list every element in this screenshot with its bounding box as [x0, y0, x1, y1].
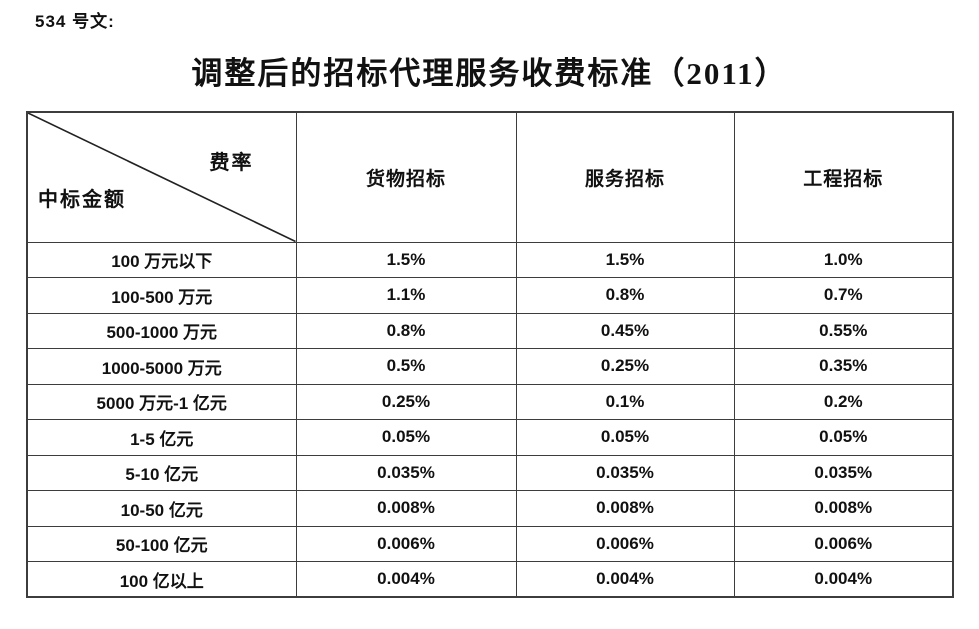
- amount-cell: 100 亿以上: [26, 561, 297, 598]
- amount-cell: 500-1000 万元: [26, 312, 297, 349]
- service-rate-cell: 1.5%: [515, 241, 735, 278]
- table-row: 50-100 亿元 0.006% 0.006% 0.006%: [26, 525, 954, 562]
- diagonal-line: [28, 113, 296, 242]
- amount-cell: 5000 万元-1 亿元: [26, 383, 297, 420]
- table-row: 500-1000 万元 0.8% 0.45% 0.55%: [26, 312, 954, 349]
- goods-rate-cell: 0.05%: [295, 419, 517, 456]
- amount-cell: 100 万元以下: [26, 241, 297, 278]
- amount-cell: 1000-5000 万元: [26, 348, 297, 385]
- service-rate-cell: 0.004%: [515, 561, 735, 598]
- doc-number-label: 534 号文:: [35, 12, 115, 31]
- service-rate-cell: 0.25%: [515, 348, 735, 385]
- engineering-rate-cell: 0.05%: [733, 419, 954, 456]
- service-rate-cell: 0.05%: [515, 419, 735, 456]
- goods-rate-cell: 1.5%: [295, 241, 517, 278]
- goods-rate-cell: 0.008%: [295, 490, 517, 527]
- goods-rate-cell: 0.035%: [295, 454, 517, 491]
- goods-rate-cell: 0.25%: [295, 383, 517, 420]
- table-row: 10-50 亿元 0.008% 0.008% 0.008%: [26, 490, 954, 527]
- engineering-rate-cell: 1.0%: [733, 241, 954, 278]
- service-rate-cell: 0.1%: [515, 383, 735, 420]
- column-header-service: 服务招标: [515, 111, 735, 243]
- engineering-rate-cell: 0.008%: [733, 490, 954, 527]
- engineering-rate-cell: 0.035%: [733, 454, 954, 491]
- table-row: 100 亿以上 0.004% 0.004% 0.004%: [26, 561, 954, 598]
- fee-standard-table: 费率 中标金额 货物招标 服务招标 工程招标 100 万元以下 1.5% 1.5…: [26, 111, 954, 598]
- table-row: 5-10 亿元 0.035% 0.035% 0.035%: [26, 454, 954, 491]
- column-header-engineering: 工程招标: [733, 111, 954, 243]
- amount-cell: 1-5 亿元: [26, 419, 297, 456]
- goods-rate-cell: 0.004%: [295, 561, 517, 598]
- amount-cell: 50-100 亿元: [26, 525, 297, 562]
- goods-rate-cell: 1.1%: [295, 277, 517, 314]
- engineering-rate-cell: 0.7%: [733, 277, 954, 314]
- service-rate-cell: 0.035%: [515, 454, 735, 491]
- service-rate-cell: 0.008%: [515, 490, 735, 527]
- table-row: 1-5 亿元 0.05% 0.05% 0.05%: [26, 419, 954, 456]
- diagonal-header-cell: 费率 中标金额: [26, 111, 297, 243]
- amount-cell: 5-10 亿元: [26, 454, 297, 491]
- table-header-row: 费率 中标金额 货物招标 服务招标 工程招标: [26, 111, 954, 243]
- table-row: 1000-5000 万元 0.5% 0.25% 0.35%: [26, 348, 954, 385]
- goods-rate-cell: 0.8%: [295, 312, 517, 349]
- engineering-rate-cell: 0.004%: [733, 561, 954, 598]
- table-row: 100-500 万元 1.1% 0.8% 0.7%: [26, 277, 954, 314]
- amount-cell: 100-500 万元: [26, 277, 297, 314]
- service-rate-cell: 0.006%: [515, 525, 735, 562]
- corner-label-amount: 中标金额: [38, 188, 126, 211]
- column-header-goods: 货物招标: [295, 111, 517, 243]
- engineering-rate-cell: 0.35%: [733, 348, 954, 385]
- table-row: 100 万元以下 1.5% 1.5% 1.0%: [26, 241, 954, 278]
- engineering-rate-cell: 0.2%: [733, 383, 954, 420]
- goods-rate-cell: 0.5%: [295, 348, 517, 385]
- table-row: 5000 万元-1 亿元 0.25% 0.1% 0.2%: [26, 383, 954, 420]
- service-rate-cell: 0.45%: [515, 312, 735, 349]
- service-rate-cell: 0.8%: [515, 277, 735, 314]
- goods-rate-cell: 0.006%: [295, 525, 517, 562]
- amount-cell: 10-50 亿元: [26, 490, 297, 527]
- engineering-rate-cell: 0.55%: [733, 312, 954, 349]
- page-title: 调整后的招标代理服务收费标准（2011）: [191, 56, 788, 91]
- corner-label-rate: 费率: [209, 152, 254, 174]
- engineering-rate-cell: 0.006%: [733, 525, 954, 562]
